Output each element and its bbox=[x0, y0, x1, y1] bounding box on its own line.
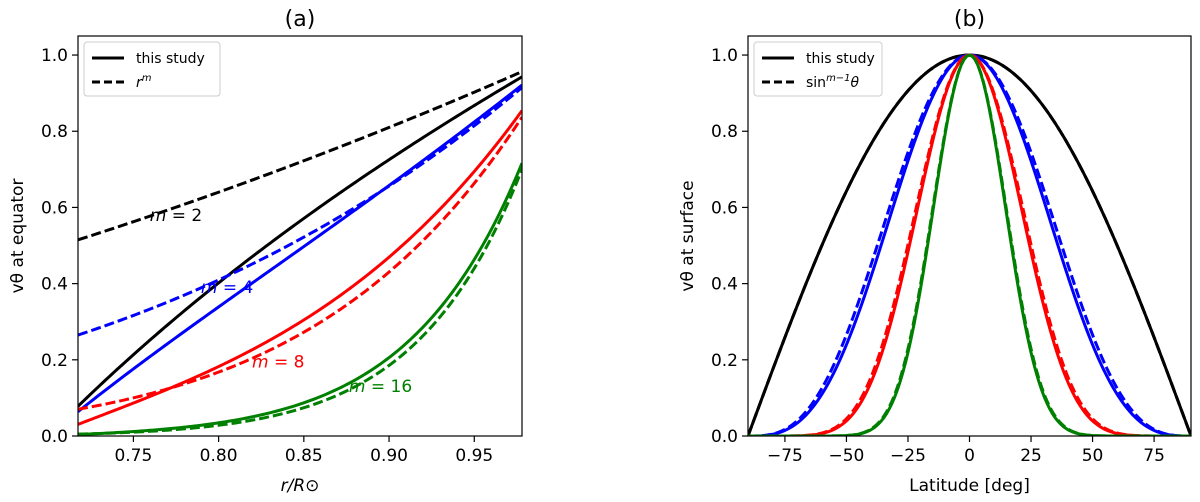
legend-label-superscript: m bbox=[142, 73, 152, 84]
y-tick-label: 1.0 bbox=[41, 46, 68, 66]
legend-label-superscript: m−1 bbox=[826, 73, 850, 84]
series-m-4-reference-line bbox=[78, 86, 522, 337]
y-tick-label: 0.6 bbox=[711, 198, 738, 218]
x-tick-label: 0.80 bbox=[200, 446, 238, 466]
y-tick-label: 0.2 bbox=[41, 351, 68, 371]
series-m-2-reference-line bbox=[748, 53, 1191, 436]
annotation-value: = 2 bbox=[166, 206, 202, 226]
y-tick-label: 0.0 bbox=[711, 427, 738, 447]
series-annotation: m = 2 bbox=[150, 206, 202, 226]
series-m-8-reference-line bbox=[78, 116, 522, 411]
x-tick-label: −25 bbox=[890, 446, 926, 466]
y-tick-label: 0.4 bbox=[41, 275, 68, 295]
x-tick-label: −50 bbox=[828, 446, 864, 466]
plot-area bbox=[78, 70, 522, 436]
y-tick-label: 1.0 bbox=[711, 46, 738, 66]
legend-label-suffix: θ bbox=[851, 75, 860, 91]
legend-label: rm bbox=[136, 73, 152, 91]
legend-label-text: this study bbox=[136, 51, 205, 67]
series-m-8-study-line bbox=[78, 109, 522, 426]
x-axis-label: Latitude [deg] bbox=[909, 476, 1030, 496]
x-tick-label: 0 bbox=[964, 446, 975, 466]
annotation-variable: m bbox=[252, 352, 269, 372]
x-axis-label: r/R⊙ bbox=[281, 476, 320, 496]
panel-b: −75 −50 −25 0 25 50 75 0.0 0.2 0.4 0.6 0.8 1.0 (b) Lat… bbox=[678, 7, 1192, 496]
legend: this study rm bbox=[83, 41, 221, 97]
x-tick-label: 0.90 bbox=[370, 446, 408, 466]
legend-label-text: sin bbox=[806, 75, 826, 91]
series-m-4-study-line bbox=[78, 83, 522, 413]
chart-title: (b) bbox=[954, 7, 985, 32]
y-tick-label: 0.0 bbox=[41, 427, 68, 447]
y-tick-label: 0.6 bbox=[41, 198, 68, 218]
y-tick-label: 0.8 bbox=[711, 122, 738, 142]
legend-label-text: r bbox=[136, 75, 143, 91]
series-annotation: m = 16 bbox=[349, 377, 412, 397]
x-tick-label: 25 bbox=[1020, 446, 1042, 466]
chart-title: (a) bbox=[285, 7, 316, 32]
legend-label-text: this study bbox=[806, 51, 875, 67]
series-m-4-reference-line bbox=[748, 53, 1191, 436]
series-annotation: m = 8 bbox=[252, 352, 304, 372]
series-m-8-study-line bbox=[748, 53, 1191, 436]
series-m-2-study-line bbox=[748, 53, 1191, 436]
annotation-variable: m bbox=[150, 206, 167, 226]
legend-label: sinm−1θ bbox=[806, 73, 860, 91]
annotation-variable: m bbox=[201, 278, 218, 298]
y-tick-label: 0.2 bbox=[711, 351, 738, 371]
x-tick-label: 0.85 bbox=[285, 446, 323, 466]
series-m-16-reference-line bbox=[78, 168, 522, 436]
annotation-value: = 16 bbox=[365, 377, 412, 397]
series-annotation: m = 4 bbox=[201, 278, 253, 298]
x-tick-label: 50 bbox=[1082, 446, 1104, 466]
plot-area bbox=[748, 53, 1191, 436]
panel-a: 0.75 0.80 0.85 0.90 0.95 0.0 0.2 0.4 0.6 0.8 1.0 (a… bbox=[8, 7, 523, 496]
legend: this study sinm−1θ bbox=[753, 41, 883, 97]
series-m-8-reference-line bbox=[748, 53, 1191, 436]
x-tick-label: 0.75 bbox=[114, 446, 152, 466]
x-tick-label: 75 bbox=[1143, 446, 1165, 466]
series-m-16-reference-line bbox=[748, 53, 1191, 436]
annotation-value: = 4 bbox=[217, 278, 253, 298]
x-tick-label: 0.95 bbox=[455, 446, 493, 466]
annotation-value: = 8 bbox=[269, 352, 305, 372]
x-tick-label: −75 bbox=[767, 446, 803, 466]
legend-label: this study bbox=[136, 51, 205, 67]
y-axis-label: vθ at equator bbox=[8, 179, 28, 294]
series-m-2-study-line bbox=[78, 75, 522, 408]
series-m-4-study-line bbox=[748, 53, 1191, 436]
y-tick-label: 0.4 bbox=[711, 275, 738, 295]
axes-frame bbox=[77, 35, 523, 437]
legend-label: this study bbox=[806, 51, 875, 67]
series-m-16-study-line bbox=[748, 53, 1191, 436]
series-m-2-reference-line bbox=[78, 70, 522, 242]
y-tick-label: 0.8 bbox=[41, 122, 68, 142]
y-axis-label: vθ at surface bbox=[678, 180, 698, 291]
annotation-variable: m bbox=[349, 377, 366, 397]
series-m-16-study-line bbox=[78, 162, 522, 436]
